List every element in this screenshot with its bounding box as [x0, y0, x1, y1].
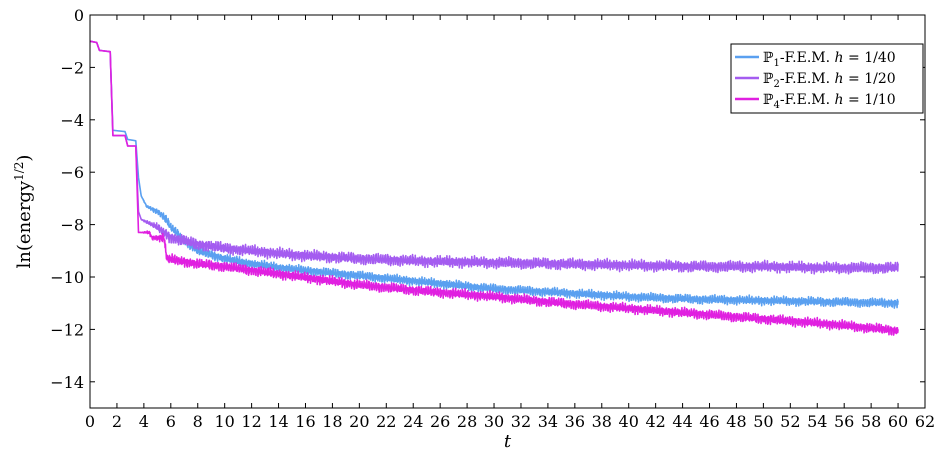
y-tick-label: −10 — [50, 268, 84, 287]
x-tick-label: 42 — [645, 412, 665, 431]
x-tick-label: 16 — [295, 412, 315, 431]
legend-label-method: -F.E.M. — [780, 71, 835, 87]
legend-box — [730, 43, 924, 114]
x-tick-label: 18 — [322, 412, 342, 431]
y-tick-label: −4 — [60, 111, 84, 130]
y-axis-label: ln(energy1/2) — [12, 155, 35, 269]
legend-label-subscript: 4 — [774, 100, 780, 111]
x-tick-label: 40 — [619, 412, 639, 431]
legend-label-base: ℙ — [763, 92, 774, 108]
x-tick-label: 28 — [457, 412, 477, 431]
y-axis-label-exponent: 1/2 — [12, 162, 26, 181]
x-tick-label: 12 — [241, 412, 261, 431]
legend-label-base: ℙ — [763, 50, 774, 66]
x-axis-ticks: 0 2 4 6 8 10 12 14 16 18 20 22 24 26 28 30 32 34 36 38 40 42 4… — [85, 15, 935, 431]
x-tick-label: 24 — [403, 412, 423, 431]
y-tick-label: 0 — [74, 6, 84, 25]
legend-label-method: -F.E.M. — [780, 50, 835, 66]
y-tick-label: −8 — [60, 216, 84, 235]
x-tick-label: 26 — [430, 412, 450, 431]
series-line-1 — [89, 40, 899, 309]
x-tick-label: 10 — [214, 412, 234, 431]
legend-label-subscript: 1 — [774, 58, 780, 69]
plot-frame — [89, 14, 926, 409]
y-axis-label-close: ) — [14, 155, 35, 162]
x-tick-label: 48 — [726, 412, 746, 431]
y-tick-label: −6 — [60, 163, 84, 182]
x-tick-label: 20 — [349, 412, 369, 431]
legend-label-variable: h — [835, 92, 844, 108]
legend-label-value: = 1/20 — [844, 71, 896, 87]
x-axis-label: t — [504, 431, 512, 452]
legend-label-variable: h — [835, 50, 844, 66]
x-tick-label: 60 — [888, 412, 908, 431]
x-tick-label: 54 — [807, 412, 827, 431]
x-tick-label: 46 — [699, 412, 719, 431]
series-line-2 — [89, 40, 899, 275]
legend-label-subscript: 2 — [774, 79, 780, 90]
x-tick-label: 44 — [672, 412, 692, 431]
legend-label-variable: h — [835, 71, 844, 87]
series-line-4 — [89, 40, 899, 336]
legend-label-value: = 1/10 — [844, 92, 896, 108]
x-tick-label: 8 — [193, 412, 203, 431]
x-tick-label: 32 — [511, 412, 531, 431]
legend-label: ℙ4-F.E.M. h = 1/10 — [763, 92, 896, 111]
x-tick-label: 58 — [861, 412, 881, 431]
x-tick-label: 36 — [565, 412, 585, 431]
legend-label: ℙ1-F.E.M. h = 1/40 — [763, 50, 896, 69]
y-tick-label: −14 — [50, 373, 84, 392]
x-tick-label: 34 — [538, 412, 558, 431]
x-tick-label: 2 — [112, 412, 122, 431]
x-tick-label: 6 — [166, 412, 176, 431]
y-tick-label: −2 — [60, 58, 84, 77]
x-tick-label: 50 — [753, 412, 773, 431]
x-tick-label: 14 — [268, 412, 288, 431]
legend-label-base: ℙ — [763, 71, 774, 87]
x-tick-label: 38 — [592, 412, 612, 431]
x-tick-label: 22 — [376, 412, 396, 431]
series-layer — [89, 40, 899, 336]
x-tick-label: 4 — [139, 412, 149, 431]
x-tick-label: 0 — [85, 412, 95, 431]
x-tick-label: 62 — [915, 412, 935, 431]
x-tick-label: 52 — [780, 412, 800, 431]
x-tick-label: 30 — [484, 412, 504, 431]
legend-label-method: -F.E.M. — [780, 92, 835, 108]
x-tick-label: 56 — [834, 412, 854, 431]
y-axis-ticks: 0 −2 −4 −6 −8 −10 −12 −14 — [50, 6, 925, 392]
legend-label: ℙ2-F.E.M. h = 1/20 — [763, 71, 896, 90]
y-axis-label-base: ln(energy — [14, 180, 35, 268]
y-tick-label: −12 — [50, 320, 84, 339]
legend-label-value: = 1/40 — [844, 50, 896, 66]
